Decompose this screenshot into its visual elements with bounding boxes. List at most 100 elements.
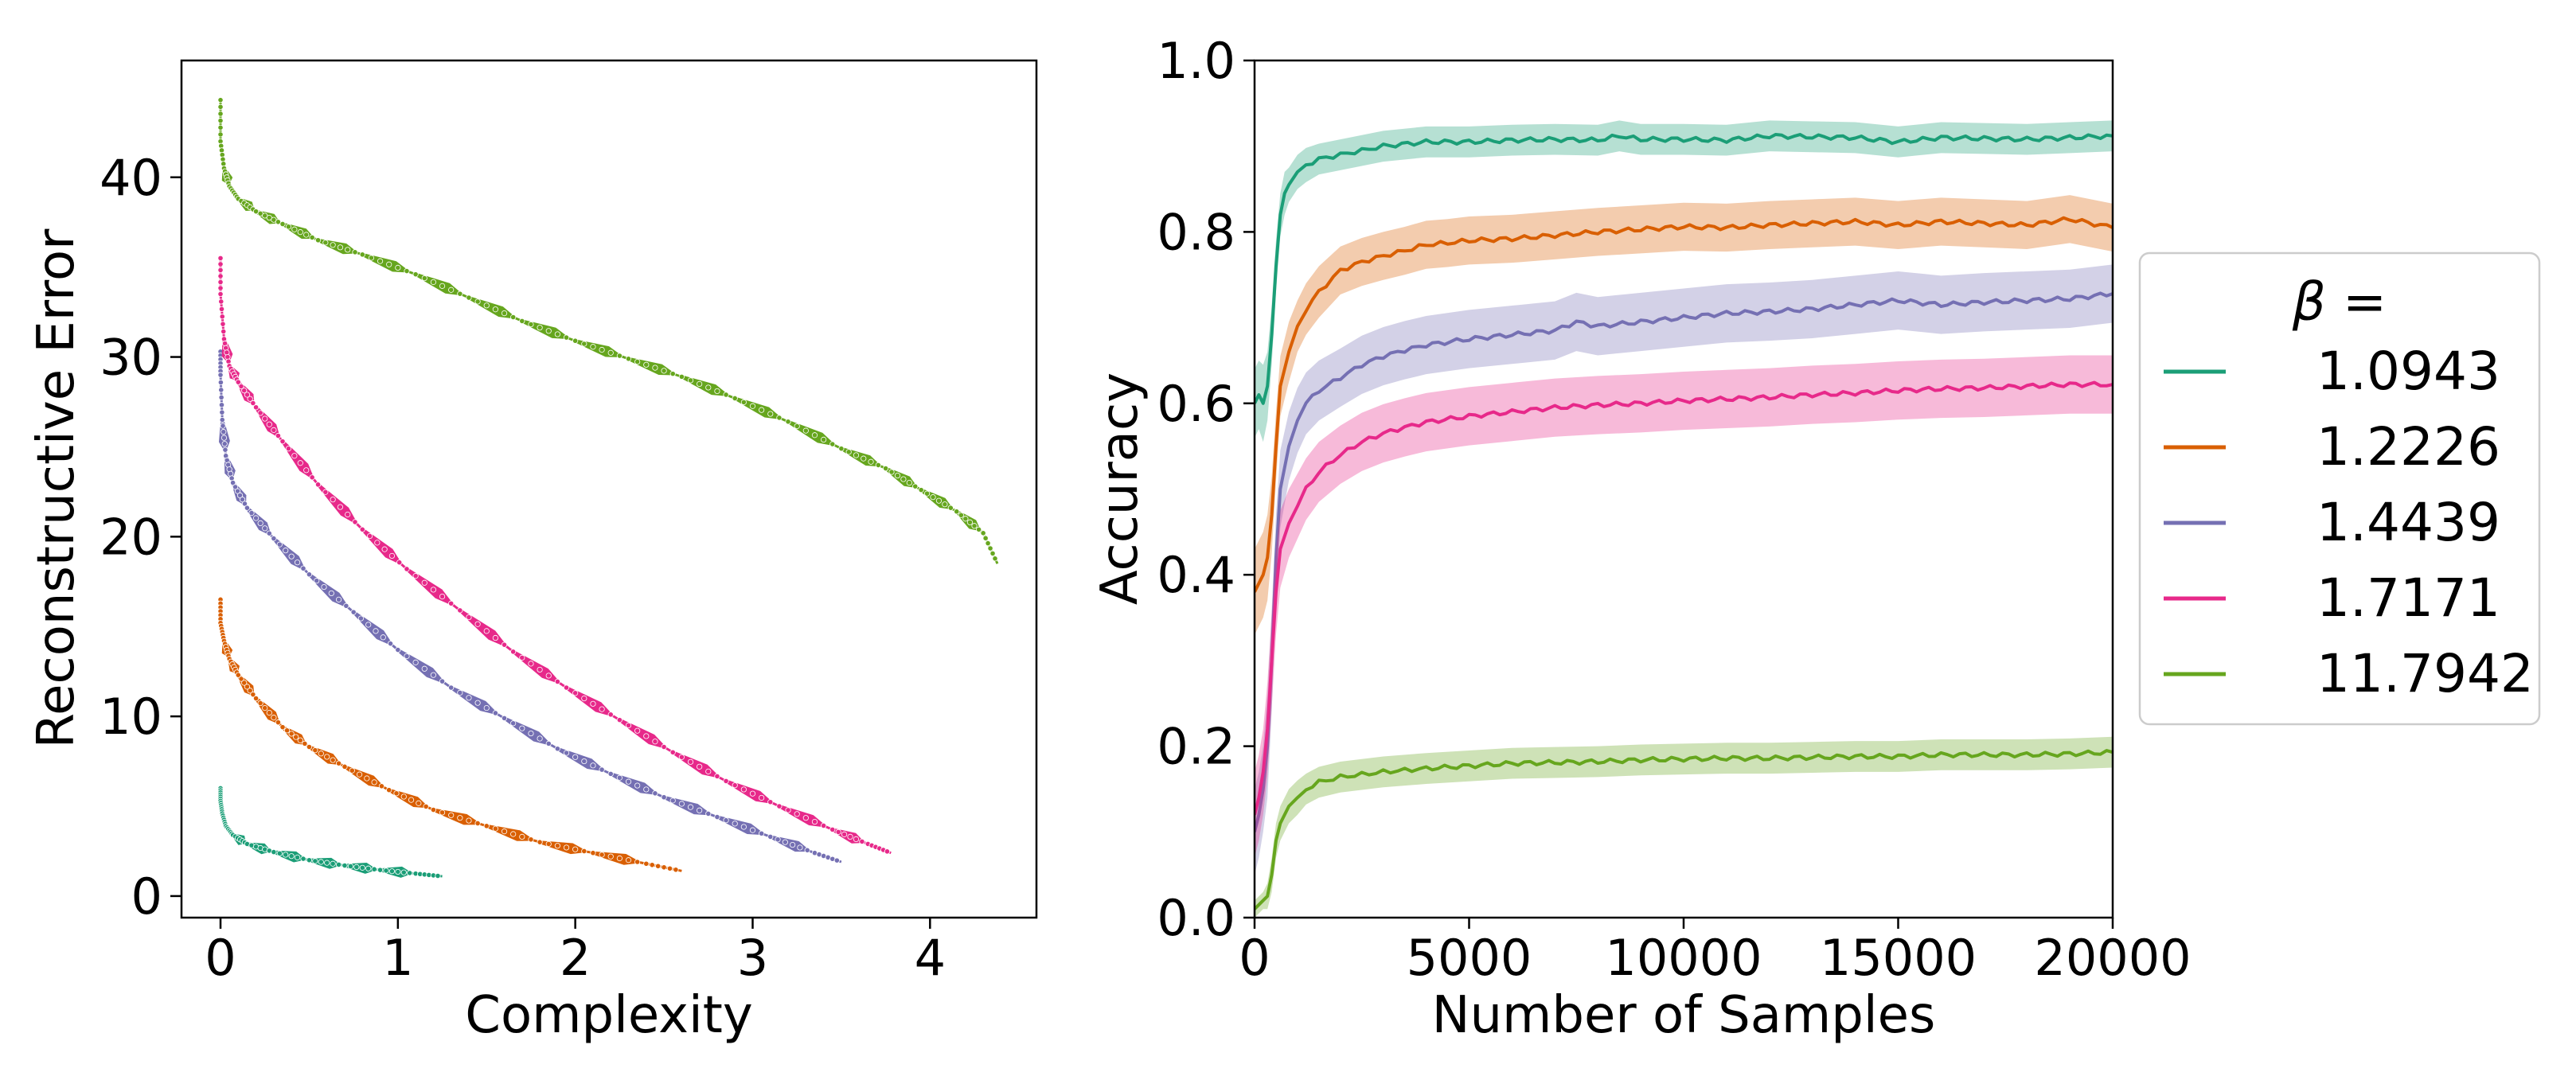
legend-label-1-2226: 1.2226 <box>2316 416 2500 478</box>
left-series-1-2226-point <box>666 865 673 871</box>
right-y-tick-label: 0.6 <box>1157 375 1235 433</box>
left-series-1-7171-point <box>802 815 809 821</box>
left-series-1-2226-point <box>279 724 286 731</box>
left-series-1-7171-point <box>275 432 282 439</box>
left-series-1-7171-point <box>687 758 694 765</box>
legend-label-1-0943: 1.0943 <box>2316 341 2500 402</box>
left-series-1-7171-point <box>218 306 225 312</box>
left-series-11-7942-point <box>285 224 292 230</box>
left-series-1-7171-point <box>330 497 336 503</box>
left-series-1-7171-point <box>847 833 853 840</box>
left-series-11-7942-point <box>875 462 881 468</box>
left-series-1-7171-point <box>345 511 351 518</box>
left-series-1-2226-point <box>378 783 385 789</box>
left-series-1-7171-point <box>884 848 891 855</box>
left-series-1-4439-point <box>519 725 525 731</box>
left-series-1-4439-point <box>230 479 236 486</box>
left-series-1-4439-point <box>328 590 334 597</box>
left-series-1-4439-point <box>740 824 747 830</box>
left-series-1-7171-point <box>388 552 396 559</box>
left-series-1-7171-point <box>811 818 818 825</box>
left-series-11-7942-point <box>954 509 960 515</box>
left-x-tick-label: 3 <box>737 929 768 987</box>
left-series-1-7171-point <box>217 273 224 279</box>
left-series-11-7942-point <box>947 505 954 511</box>
right-series-group <box>1255 120 2113 918</box>
left-series-1-4439-point <box>749 827 756 833</box>
left-series-group <box>217 97 999 879</box>
left-series-1-7171-point <box>217 261 224 267</box>
left-series-11-7942-point <box>697 380 703 388</box>
left-series-1-4439-point <box>537 735 543 742</box>
left-series-1-7171-point <box>396 559 403 566</box>
right-series-1-4439-line <box>1255 291 2113 832</box>
left-series-1-4439-point <box>634 782 641 789</box>
left-series-1-0943-point <box>271 848 277 856</box>
left-series-1-7171-point <box>821 822 827 829</box>
left-series-1-0943-point <box>400 869 407 875</box>
left-series-1-7171-point <box>309 474 315 481</box>
left-series-1-4439-point <box>590 762 596 769</box>
left-series-11-7942-point <box>483 302 490 309</box>
left-series-1-0943-point <box>330 860 336 867</box>
left-series-1-4439-point <box>288 553 295 559</box>
left-series-1-2226-point <box>590 850 596 856</box>
left-series-1-2226-point <box>625 857 632 864</box>
left-plot-content <box>217 97 999 879</box>
left-series-1-2226-point <box>364 775 370 782</box>
left-series-1-7171-point <box>697 763 703 770</box>
left-series-1-7171-arrow <box>565 686 616 718</box>
left-series-1-4439-point <box>448 684 455 691</box>
left-series-1-4439-point <box>236 492 244 499</box>
left-series-1-4439-point <box>723 817 729 824</box>
left-series-11-7942-point <box>853 452 860 458</box>
left-series-1-2226-point <box>581 848 587 855</box>
left-series-1-7171-point <box>841 831 848 837</box>
left-series-1-0943-point <box>283 852 289 858</box>
left-series-1-7171-point <box>303 467 310 474</box>
left-series-1-4439-point <box>218 387 224 393</box>
left-series-11-7942-point <box>714 388 720 395</box>
left-series-1-4439-point <box>335 596 342 602</box>
right-x-tick-label: 10000 <box>1605 929 1762 987</box>
left-x-tick-label: 0 <box>205 929 236 987</box>
right-y-tick-label: 0.4 <box>1157 546 1235 604</box>
left-series-11-7942-point <box>217 131 224 138</box>
left-series-1-0943-point <box>371 866 377 872</box>
left-series-11-7942-point <box>821 436 827 443</box>
left-series-11-7942-point <box>309 234 315 240</box>
left-series-11-7942-point <box>412 271 419 278</box>
left-series-1-4439-point <box>357 615 365 622</box>
left-series-11-7942-point <box>537 325 543 331</box>
left-series-1-4439-arrow <box>503 716 554 747</box>
left-series-1-7171-point <box>291 453 298 459</box>
left-series-1-7171-point <box>678 754 685 760</box>
left-series-11-7942-arrow <box>787 420 837 446</box>
left-series-1-2226-point <box>324 754 330 760</box>
left-series-11-7942-point <box>474 298 481 305</box>
left-series-1-4439-point <box>483 704 490 711</box>
left-x-tick-label: 1 <box>382 929 413 987</box>
left-series-1-2226-point <box>673 867 679 873</box>
left-series-1-4439-arrow <box>308 573 350 610</box>
left-series-1-2226-point <box>408 797 415 803</box>
left-series-1-4439-point <box>563 750 570 756</box>
left-series-1-4439-point <box>343 602 349 609</box>
right-y-tick-label: 0.2 <box>1157 718 1235 776</box>
left-series-11-7942-point <box>776 415 783 421</box>
left-series-1-4439-point <box>616 774 623 781</box>
left-series-11-7942-point <box>616 353 623 359</box>
left-series-1-0943-point <box>435 872 441 879</box>
left-series-1-2226-point <box>262 704 268 711</box>
left-series-1-7171-point <box>412 573 419 579</box>
left-series-1-4439-point <box>221 435 228 441</box>
left-series-1-7171-point <box>217 267 224 274</box>
left-series-1-7171-point <box>266 421 272 427</box>
left-series-1-7171-point <box>366 532 373 540</box>
left-series-1-7171-point <box>262 415 268 422</box>
left-series-1-2226-point <box>342 763 348 770</box>
left-series-1-7171-point <box>244 392 251 398</box>
left-series-1-4439-point <box>466 695 472 701</box>
left-series-11-7942-point <box>749 403 756 409</box>
left-series-1-2226-point <box>655 863 662 869</box>
